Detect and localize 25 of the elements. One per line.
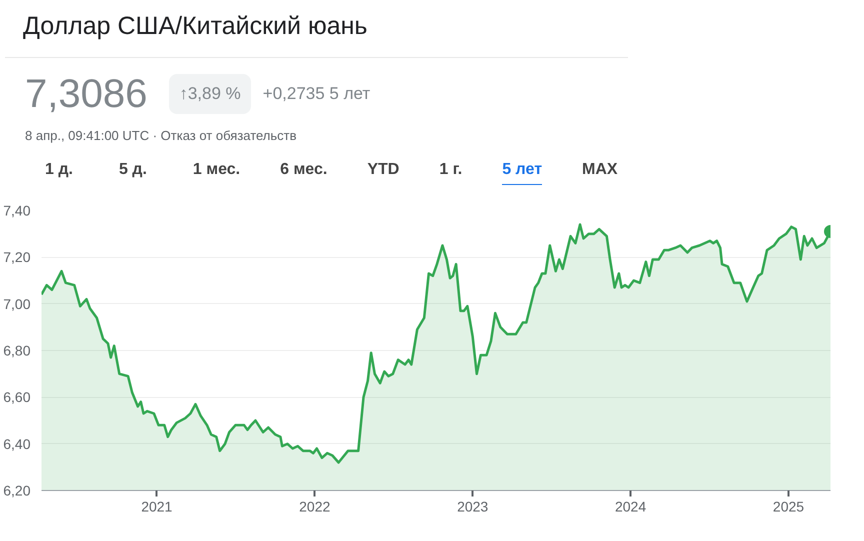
text: 1 г. [439, 161, 462, 178]
y-tick-label: 6,80 [3, 342, 31, 358]
text: +0,2735 5 лет [262, 83, 370, 106]
text: 8 апр., 09:41:00 UTC · Отказ от обязательств [24, 126, 298, 145]
y-tick-label: 6,40 [3, 436, 31, 452]
text: 1 мес. [192, 161, 240, 178]
text: 1 д. [45, 161, 73, 178]
x-tick-label: 2025 [772, 498, 804, 514]
text: YTD [367, 161, 400, 178]
y-tick-label: 7,40 [3, 202, 31, 218]
text: ↑3,89 % [169, 74, 251, 114]
y-tick-label: 6,20 [3, 482, 31, 498]
text: 5 лет [502, 161, 542, 188]
x-tick-label: 2021 [141, 498, 173, 514]
y-tick-label: 7,00 [3, 296, 31, 312]
x-tick-label: 2022 [299, 498, 330, 514]
y-tick-label: 7,20 [3, 249, 31, 266]
text: MAX [582, 161, 618, 178]
text: 5 д. [118, 161, 147, 178]
x-tick-label: 2023 [457, 498, 488, 514]
x-tick-label: 2024 [614, 498, 646, 514]
y-tick-label: 6,60 [3, 389, 31, 406]
text: 7,3086 [25, 70, 148, 118]
chart-title: Доллар США/Китайский юань [5, 5, 628, 58]
text: 6 мес. [280, 161, 328, 178]
